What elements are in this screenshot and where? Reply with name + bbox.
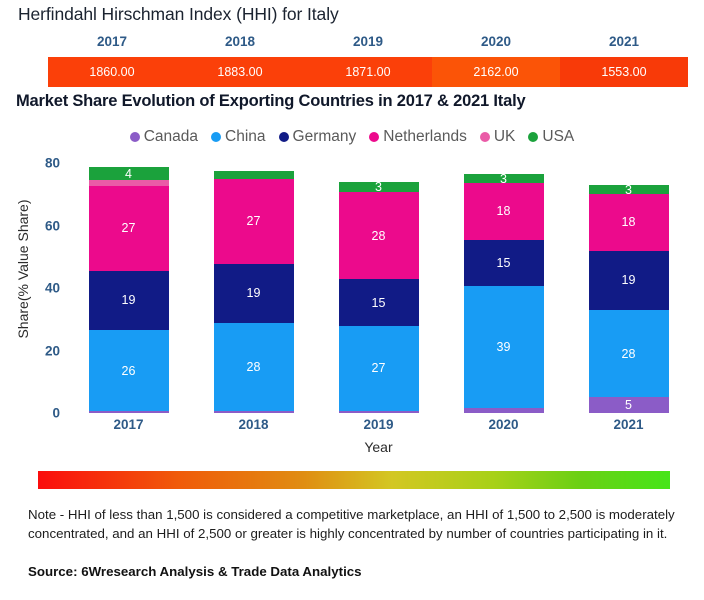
bar-segment-canada[interactable] <box>463 408 544 413</box>
legend-label: China <box>225 128 266 145</box>
bar-segment-canada[interactable] <box>88 411 169 413</box>
bar-segment-china[interactable]: 28 <box>213 323 294 411</box>
legend-swatch-icon <box>278 132 289 142</box>
y-axis-ticks: 0 20 40 60 80 <box>22 155 60 421</box>
hhi-gradient-scale <box>38 471 670 489</box>
x-tick-2017: 2017 <box>113 417 144 432</box>
bar-segment-usa[interactable]: 3 <box>588 184 669 195</box>
hhi-value-bar: 1860.00 1883.00 1871.00 2162.00 1553.00 <box>48 57 688 87</box>
bar-column-2021: 5 28 19 18 3 <box>566 163 691 413</box>
stacked-bar[interactable]: 39 15 18 3 <box>463 173 544 413</box>
legend-swatch-icon <box>528 132 539 142</box>
legend-swatch-icon <box>211 132 222 142</box>
bar-segment-netherlands[interactable]: 18 <box>463 183 544 240</box>
legend-item-canada[interactable]: Canada <box>129 128 199 146</box>
legend-swatch-icon <box>369 132 380 142</box>
hhi-year-2018: 2018 <box>224 34 256 49</box>
bar-segment-netherlands[interactable]: 28 <box>338 191 419 280</box>
legend-item-germany[interactable]: Germany <box>278 128 357 146</box>
stacked-bars: 26 19 27 4 28 19 27 27 15 28 3 39 15 18 3 5 28 19 18 3 <box>66 163 691 413</box>
y-tick-20: 20 <box>44 343 60 358</box>
stacked-bar[interactable]: 5 28 19 18 3 <box>588 184 669 413</box>
hhi-value-2019: 1871.00 <box>304 57 432 87</box>
bar-segment-germany[interactable]: 19 <box>88 270 169 330</box>
hhi-year-2017: 2017 <box>96 34 128 49</box>
bar-segment-usa[interactable]: 4 <box>88 167 169 180</box>
plot-area: Share(% Value Share) 0 20 40 60 80 26 19 27 4 28… <box>0 155 704 455</box>
footnote: Note - HHI of less than 1,500 is conside… <box>28 507 675 541</box>
stacked-bar[interactable]: 28 19 27 <box>213 171 294 413</box>
hhi-year-2019: 2019 <box>352 34 384 49</box>
legend-label: Netherlands <box>383 128 467 145</box>
legend-swatch-icon <box>129 132 140 142</box>
bar-column-2020: 39 15 18 3 <box>441 163 566 413</box>
hhi-year-2020: 2020 <box>480 34 512 49</box>
bar-segment-germany[interactable]: 15 <box>463 239 544 287</box>
bar-segment-china[interactable]: 27 <box>338 326 419 411</box>
source-line: Source: 6Wresearch Analysis & Trade Data… <box>28 564 362 579</box>
legend-swatch-icon <box>479 132 490 142</box>
bar-segment-china[interactable]: 28 <box>588 309 669 398</box>
hhi-value-2017: 1860.00 <box>48 57 176 87</box>
bar-segment-germany[interactable]: 19 <box>588 250 669 310</box>
bar-segment-netherlands[interactable]: 27 <box>213 179 294 264</box>
x-tick-2021: 2021 <box>613 417 644 432</box>
stacked-bar[interactable]: 26 19 27 4 <box>88 167 169 413</box>
hhi-value-2021: 1553.00 <box>560 57 688 87</box>
legend-label: USA <box>542 128 575 145</box>
x-axis-label: Year <box>364 439 393 455</box>
bar-segment-china[interactable]: 39 <box>463 286 544 409</box>
bar-segment-netherlands[interactable]: 27 <box>88 186 169 271</box>
chart-legend: Canada China Germany Netherlands UK USA <box>0 128 704 146</box>
hhi-year-header: 2017 2018 2019 2020 2021 <box>48 34 688 54</box>
legend-label: UK <box>493 128 516 145</box>
legend-label: Canada <box>143 128 199 145</box>
legend-item-uk[interactable]: UK <box>479 128 516 146</box>
bar-column-2019: 27 15 28 3 <box>316 163 441 413</box>
y-tick-60: 60 <box>44 218 60 233</box>
y-tick-0: 0 <box>52 405 60 421</box>
bar-segment-china[interactable]: 26 <box>88 329 169 412</box>
hhi-title: Herfindahl Hirschman Index (HHI) for Ita… <box>18 4 339 24</box>
hhi-value-2018: 1883.00 <box>176 57 304 87</box>
bar-segment-germany[interactable]: 19 <box>213 263 294 323</box>
legend-label: Germany <box>292 128 357 145</box>
bar-segment-usa[interactable]: 3 <box>463 173 544 184</box>
legend-item-china[interactable]: China <box>211 128 266 146</box>
x-axis-ticks: 2017 2018 2019 2020 2021 <box>66 417 691 432</box>
bar-column-2018: 28 19 27 <box>191 163 316 413</box>
chart-title: Market Share Evolution of Exporting Coun… <box>16 92 526 110</box>
bar-segment-canada[interactable] <box>338 410 419 413</box>
x-tick-2019: 2019 <box>363 417 394 432</box>
bar-column-2017: 26 19 27 4 <box>66 163 191 413</box>
bar-segment-canada[interactable] <box>213 410 294 413</box>
legend-item-usa[interactable]: USA <box>528 128 574 146</box>
legend-item-netherlands[interactable]: Netherlands <box>369 128 467 146</box>
x-tick-2018: 2018 <box>238 417 269 432</box>
bar-segment-germany[interactable]: 15 <box>338 279 419 327</box>
bar-segment-canada[interactable]: 5 <box>588 397 669 413</box>
bar-segment-usa[interactable] <box>213 171 294 180</box>
bar-segment-uk[interactable] <box>88 179 169 187</box>
x-tick-2020: 2020 <box>488 417 519 432</box>
bar-segment-usa[interactable]: 3 <box>338 182 419 192</box>
bar-segment-netherlands[interactable]: 18 <box>588 194 669 251</box>
hhi-year-2021: 2021 <box>608 34 640 49</box>
stacked-bar[interactable]: 27 15 28 3 <box>338 182 419 413</box>
y-tick-40: 40 <box>44 280 60 296</box>
hhi-value-2020: 2162.00 <box>432 57 560 87</box>
y-tick-80: 80 <box>44 155 60 171</box>
